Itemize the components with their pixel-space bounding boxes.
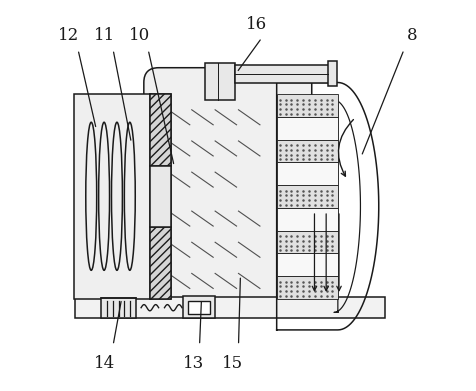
Polygon shape bbox=[101, 298, 135, 318]
Polygon shape bbox=[276, 208, 337, 231]
Polygon shape bbox=[276, 231, 337, 253]
Polygon shape bbox=[276, 140, 337, 162]
Polygon shape bbox=[74, 94, 151, 299]
Polygon shape bbox=[149, 94, 171, 166]
Text: 8: 8 bbox=[406, 27, 416, 44]
Polygon shape bbox=[149, 227, 171, 299]
Polygon shape bbox=[276, 117, 337, 140]
Polygon shape bbox=[276, 162, 337, 185]
Polygon shape bbox=[183, 296, 215, 318]
Polygon shape bbox=[205, 63, 234, 100]
Polygon shape bbox=[276, 276, 337, 299]
Polygon shape bbox=[188, 301, 210, 314]
Text: 13: 13 bbox=[183, 355, 204, 371]
Text: 10: 10 bbox=[128, 27, 149, 44]
Polygon shape bbox=[276, 94, 337, 117]
Polygon shape bbox=[149, 166, 171, 227]
Text: 15: 15 bbox=[222, 355, 243, 371]
Text: 12: 12 bbox=[58, 27, 79, 44]
FancyBboxPatch shape bbox=[144, 68, 311, 306]
Text: 16: 16 bbox=[245, 16, 266, 32]
Text: 14: 14 bbox=[93, 355, 114, 371]
Polygon shape bbox=[149, 94, 171, 299]
Polygon shape bbox=[276, 185, 337, 208]
Polygon shape bbox=[75, 297, 384, 318]
Text: 11: 11 bbox=[93, 27, 114, 44]
Polygon shape bbox=[234, 65, 329, 83]
Polygon shape bbox=[276, 253, 337, 276]
Polygon shape bbox=[327, 61, 336, 86]
